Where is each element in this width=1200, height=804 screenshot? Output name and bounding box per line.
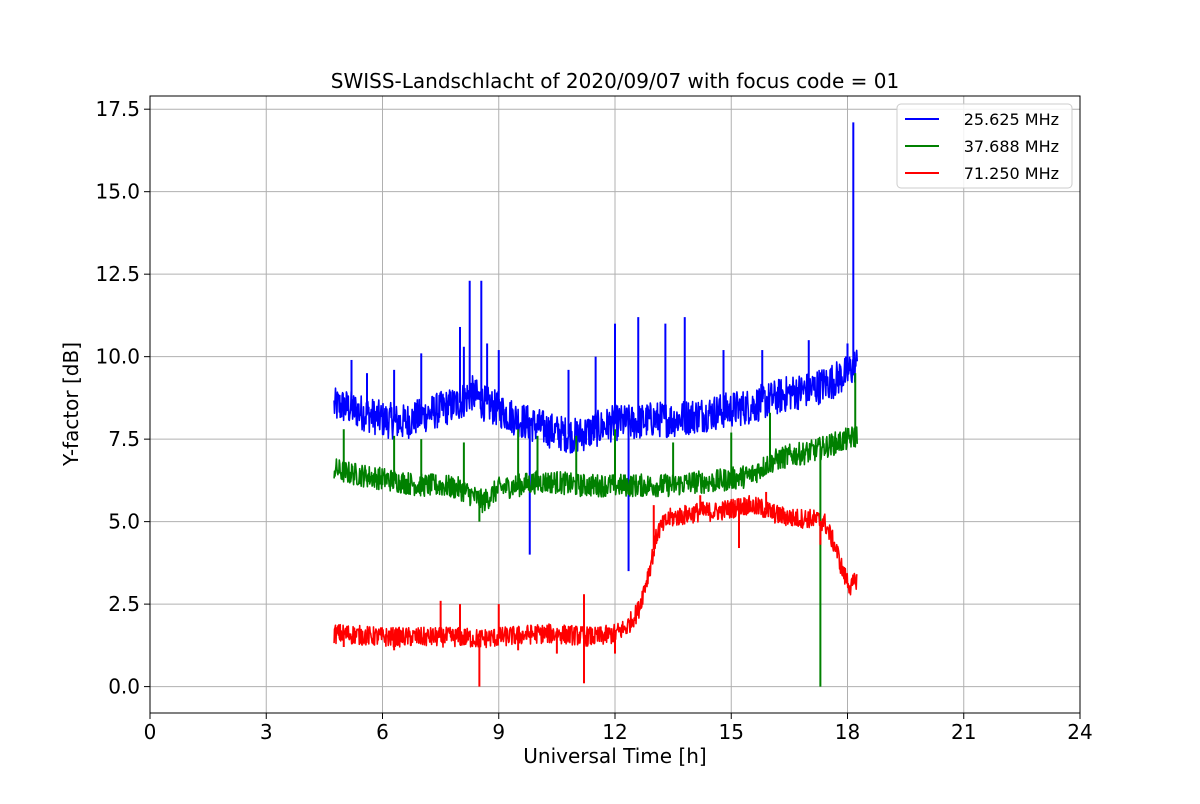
- legend-label: 37.688 MHz: [964, 137, 1059, 156]
- y-tick-label: 5.0: [108, 510, 140, 534]
- y-tick-label: 7.5: [108, 427, 140, 451]
- x-tick-label: 15: [719, 720, 744, 744]
- y-tick-label: 15.0: [95, 180, 140, 204]
- tick-layer: 0 3 6 9 12 15 18 21 24 0.0 2.5 5.0 7.5 10.0 12.5 15.0 17…: [95, 97, 1092, 744]
- x-tick-label: 3: [260, 720, 273, 744]
- x-tick-label: 9: [492, 720, 505, 744]
- legend-label: 71.250 MHz: [964, 164, 1059, 183]
- y-tick-label: 12.5: [95, 262, 140, 286]
- legend-box: [896, 103, 1073, 189]
- series-line: [333, 495, 858, 649]
- x-tick-label: 12: [602, 720, 627, 744]
- legend: 25.625 MHz 37.688 MHz 71.250 MHz: [896, 103, 1073, 189]
- x-axis-label: Universal Time [h]: [523, 744, 706, 768]
- x-tick-label: 21: [951, 720, 976, 744]
- chart-title: SWISS-Landschlacht of 2020/09/07 with fo…: [331, 69, 899, 93]
- x-tick-label: 0: [144, 720, 157, 744]
- x-tick-label: 24: [1067, 720, 1092, 744]
- y-axis-label: Y-factor [dB]: [59, 342, 83, 467]
- x-tick-label: 18: [835, 720, 860, 744]
- series-line: [333, 426, 858, 514]
- legend-label: 25.625 MHz: [964, 110, 1059, 129]
- y-tick-label: 10.0: [95, 345, 140, 369]
- x-tick-label: 6: [376, 720, 389, 744]
- y-tick-label: 0.0: [108, 675, 140, 699]
- y-tick-label: 2.5: [108, 592, 140, 616]
- y-tick-label: 17.5: [95, 97, 140, 121]
- series-layer: [333, 122, 858, 687]
